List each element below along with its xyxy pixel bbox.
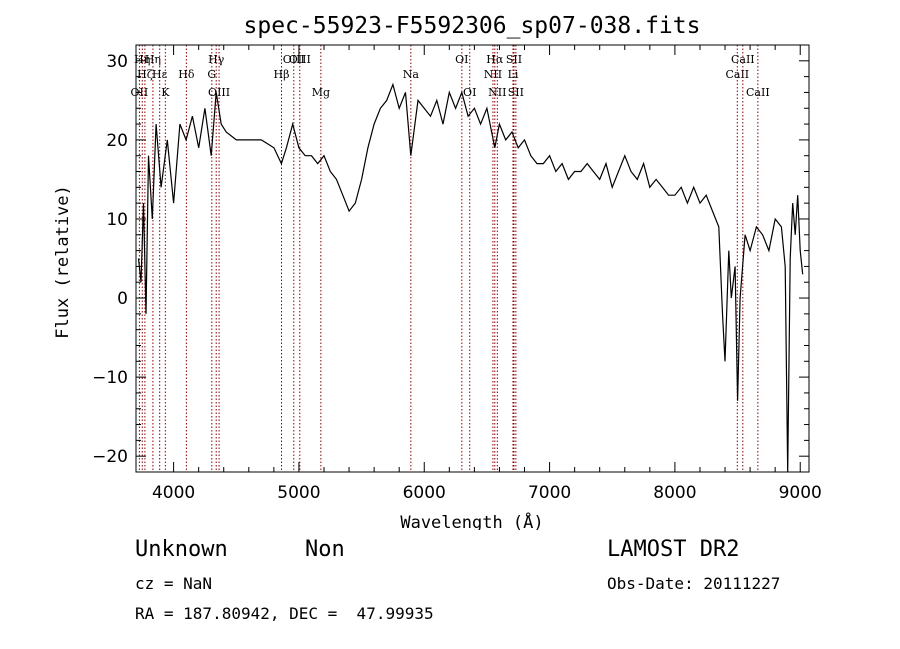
x-tick-label: 9000 — [779, 483, 822, 503]
x-tick-label: 7000 — [528, 483, 571, 503]
y-tick-label: −10 — [92, 368, 128, 388]
x-tick-label: 4000 — [152, 483, 195, 503]
spectrum-line — [137, 82, 804, 473]
spectral-line-label: G — [207, 68, 216, 81]
spectral-line-label: Hβ — [274, 68, 290, 81]
spectral-line-label: Hγ — [208, 53, 225, 66]
redshift-cz: cz = NaN — [135, 574, 213, 593]
spectral-line-label: SII — [506, 53, 522, 66]
spectral-line-label: OI — [455, 53, 468, 66]
y-tick-label: −20 — [92, 447, 128, 467]
spectral-line-label: CaII — [725, 68, 749, 81]
spectral-line-label: Hε — [152, 68, 168, 81]
object-class: Unknown — [135, 537, 228, 562]
x-tick-label: 6000 — [403, 483, 446, 503]
spectral-line-label: NII — [484, 68, 502, 81]
spectral-line-label: OIII — [289, 53, 311, 66]
y-tick-label: 20 — [106, 131, 128, 151]
chart-title: spec-55923-F5592306_sp07-038.fits — [244, 13, 701, 39]
axes: 4000 5000 6000 7000 8000 9000 −20 −10 0 10 20 30 — [92, 45, 822, 503]
object-subclass: Non — [305, 537, 345, 562]
spectral-line-label: Hζ — [137, 68, 153, 81]
spectral-line-label: CaII — [731, 53, 755, 66]
spectral-line-label: Hα — [486, 53, 504, 66]
survey-name: LAMOST DR2 — [607, 537, 740, 562]
spectral-line-label: CaII — [746, 86, 770, 99]
spectral-line-label: Na — [403, 68, 420, 81]
y-tick-label: 10 — [106, 210, 128, 230]
y-axis-label: Flux (relative) — [53, 185, 73, 339]
spectral-line-label: SII — [508, 86, 524, 99]
spectral-line-label: Hδ — [178, 68, 195, 81]
spectral-line-label: OI — [463, 86, 476, 99]
spectral-line-label: K — [161, 86, 170, 99]
y-tick-label: 30 — [106, 52, 128, 72]
observation-date: Obs-Date: 20111227 — [607, 574, 781, 593]
spectral-line-label: OIII — [283, 53, 305, 66]
spectral-line-label: Hη — [145, 53, 161, 66]
spectral-line-label: Hη — [134, 53, 150, 66]
ra-dec-coordinates: RA = 187.80942, DEC = 47.99935 — [135, 604, 434, 623]
y-tick-label: 0 — [117, 289, 128, 309]
x-axis-label: Wavelength (Å) — [400, 511, 543, 530]
x-tick-label: 5000 — [277, 483, 320, 503]
spectral-line-label: Li — [508, 68, 519, 81]
spectral-line-label: OIII — [208, 86, 230, 99]
plot-frame — [135, 44, 810, 473]
x-tick-label: 8000 — [653, 483, 696, 503]
spectral-line-label: NII — [488, 86, 506, 99]
spectrum-series — [137, 82, 804, 473]
spectral-line-label: Mg — [312, 86, 330, 99]
spectrum-chart: spec-55923-F5592306_sp07-038.fits OIIHηH… — [53, 13, 822, 530]
